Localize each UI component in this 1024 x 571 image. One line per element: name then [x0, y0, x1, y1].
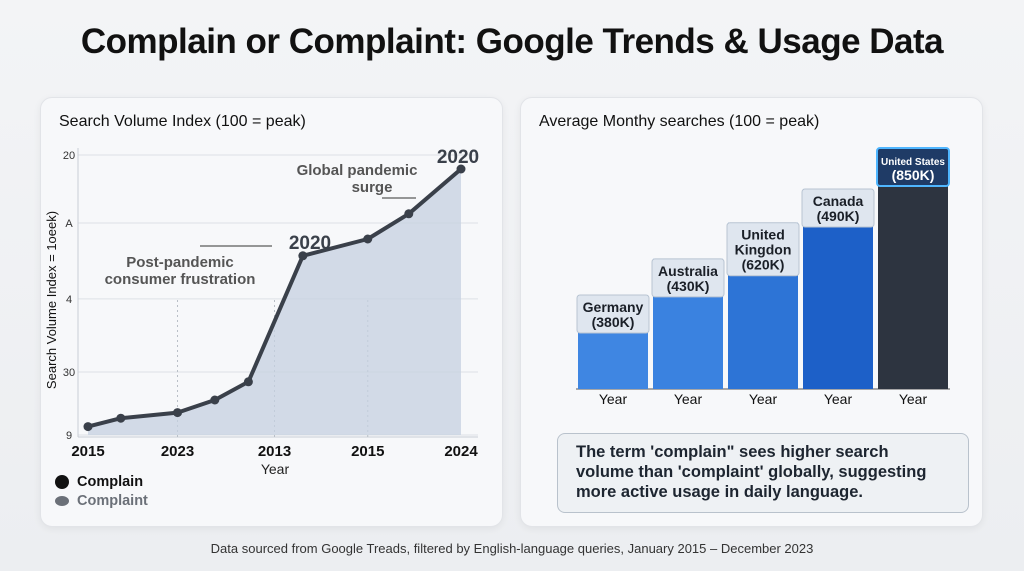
bar-country-label: Kingdon [735, 242, 792, 258]
bar-country-label: Canada [813, 193, 864, 209]
area-fill [88, 169, 461, 435]
x-tick-label: Year [899, 391, 928, 407]
y-axis-label: Search Volume Index = 1oeek) [44, 211, 59, 389]
legend-complain: Complain [55, 474, 143, 490]
x-tick-label: Year [599, 391, 628, 407]
y-tick-label: A [65, 218, 73, 230]
bar-united-states [878, 148, 948, 389]
bar-label-box [876, 147, 950, 187]
x-axis-label: Year [261, 461, 290, 477]
bar-label-box [801, 188, 875, 228]
data-point [243, 377, 253, 387]
x-tick-label: Year [749, 391, 778, 407]
bar-label-box [726, 222, 800, 277]
x-tick-label: Year [674, 391, 703, 407]
x-tick-label: 2023 [161, 443, 194, 460]
summary-note: The term 'complain" sees higher search v… [557, 433, 969, 513]
annotation-line: Global pandemic [297, 162, 418, 179]
data-point [83, 422, 93, 432]
bar-country-label: Germany [583, 299, 644, 315]
legend-dot-icon [55, 496, 69, 506]
data-point [210, 395, 220, 405]
legend-complaint: Complaint [55, 493, 148, 509]
page-title: Complain or Complaint: Google Trends & U… [80, 22, 944, 61]
x-tick-label: Year [824, 391, 853, 407]
annotation-line: Post-pandemic [126, 254, 234, 271]
y-tick-label: 20 [63, 150, 75, 162]
source-footer: Data sourced from Google Treads, filtere… [210, 541, 814, 556]
data-point [404, 209, 414, 219]
x-tick-label: 2015 [71, 443, 104, 460]
bar-country-label: United [741, 227, 785, 243]
x-tick-label: 2015 [351, 443, 384, 460]
y-tick-label: 9 [66, 430, 72, 442]
bar-country-label: United States [881, 157, 945, 168]
bar-label-box [576, 294, 650, 334]
bar-value-label: (430K) [667, 278, 710, 294]
bar-value-label: (620K) [742, 257, 785, 273]
line-chart-title: Search Volume Index (100 = peak) [59, 113, 306, 130]
bar-label-box [651, 258, 725, 298]
annotation-year: 2020 [289, 233, 331, 254]
data-point [456, 164, 466, 174]
y-tick-label: 4 [66, 294, 72, 306]
x-tick-label: 2024 [444, 443, 478, 460]
data-point [173, 408, 183, 418]
legend-label: Complaint [77, 493, 148, 509]
legend-label: Complain [77, 474, 144, 490]
data-point [116, 413, 126, 423]
bar-value-label: (490K) [817, 208, 860, 224]
data-point [298, 251, 308, 261]
bar-country-label: Australia [658, 263, 718, 279]
annotation-line: surge [352, 179, 393, 196]
y-tick-label: 30 [63, 367, 75, 379]
x-tick-label: 2013 [258, 443, 291, 460]
bar-value-label: (850K) [892, 167, 935, 183]
data-point [363, 234, 373, 244]
bar-value-label: (380K) [592, 314, 635, 330]
legend-dot-icon [55, 475, 69, 489]
annotation-year: 2020 [437, 147, 479, 168]
annotation-line: consumer frustration [105, 271, 256, 288]
bar-chart-title: Average Monthy searches (100 = peak) [539, 113, 820, 130]
